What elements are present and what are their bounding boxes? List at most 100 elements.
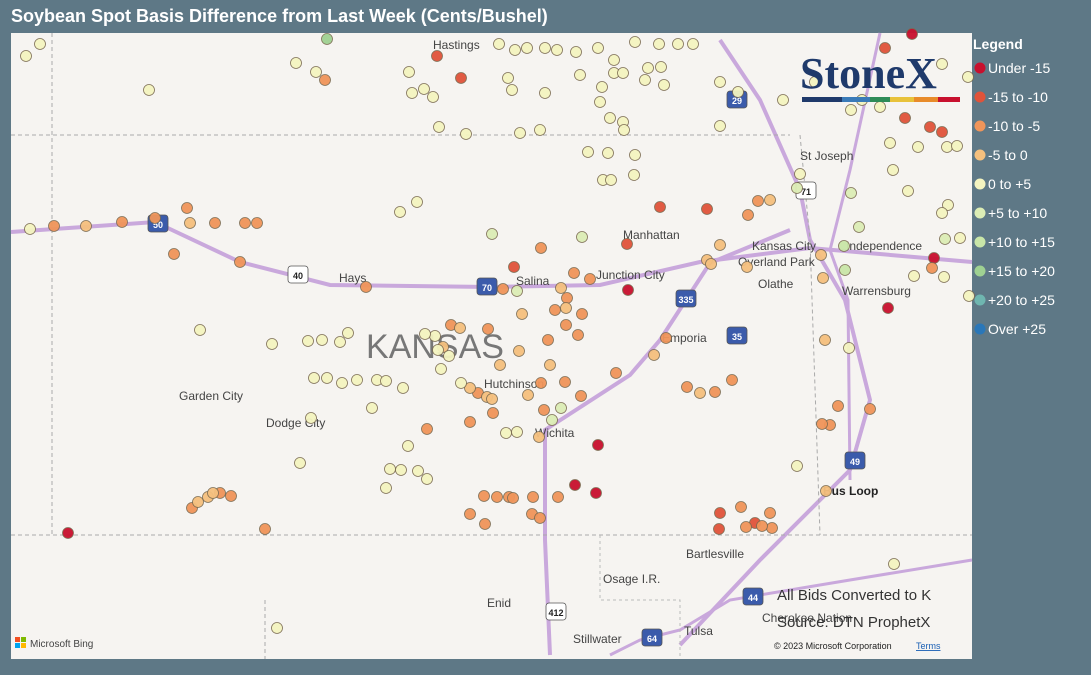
location-dot [509, 44, 521, 56]
location-dot [752, 195, 764, 207]
location-dot [143, 84, 155, 96]
location-dot [694, 387, 706, 399]
terms-link[interactable]: Terms [916, 641, 941, 651]
location-dot [884, 137, 896, 149]
location-dot [435, 363, 447, 375]
location-dot [310, 66, 322, 78]
location-dot [962, 71, 974, 83]
location-dot [777, 94, 789, 106]
location-dot [479, 518, 491, 530]
location-dot [618, 124, 630, 136]
place-label: Tulsa [684, 624, 713, 638]
location-dot [843, 342, 855, 354]
location-dot [513, 345, 525, 357]
location-dot [533, 431, 545, 443]
location-dot [511, 426, 523, 438]
location-dot [874, 101, 886, 113]
location-dot [403, 66, 415, 78]
note: Source: DTN ProphetX [777, 614, 930, 631]
place-label: Overland Park [738, 255, 816, 269]
location-dot [879, 42, 891, 54]
location-dot [714, 76, 726, 88]
highway-number: 412 [548, 608, 563, 618]
location-dot [486, 228, 498, 240]
highway-number: 44 [748, 593, 758, 603]
location-dot [590, 487, 602, 499]
location-dot [621, 238, 633, 250]
location-dot [714, 507, 726, 519]
title: Soybean Spot Basis Difference from Last … [11, 6, 548, 26]
location-dot [576, 308, 588, 320]
location-dot [899, 112, 911, 124]
location-dot [192, 496, 204, 508]
location-dot [709, 386, 721, 398]
location-dot [584, 273, 596, 285]
location-dot [617, 67, 629, 79]
location-dot [882, 302, 894, 314]
highway-number: 64 [647, 634, 657, 644]
highway-shield [726, 326, 748, 345]
location-dot [508, 261, 520, 273]
place-label: Bartlesville [686, 547, 744, 561]
location-dot [535, 377, 547, 389]
location-dot [305, 412, 317, 424]
copyright: © 2023 Microsoft Corporation [774, 641, 892, 651]
location-dot [741, 261, 753, 273]
location-dot [936, 207, 948, 219]
location-dot [629, 149, 641, 161]
legend-swatch [974, 207, 986, 219]
location-dot [494, 359, 506, 371]
location-dot [701, 203, 713, 215]
location-dot [602, 147, 614, 159]
legend-swatch [974, 323, 986, 335]
location-dot [421, 423, 433, 435]
place-label: Cherokee Nation [762, 611, 852, 625]
place-label: Osage I.R. [603, 572, 660, 586]
location-dot [534, 124, 546, 136]
location-dot [342, 327, 354, 339]
location-dot [502, 72, 514, 84]
location-dot [500, 427, 512, 439]
place-label: Garden City [179, 389, 243, 403]
logo: StoneX [800, 49, 937, 98]
location-dot [660, 332, 672, 344]
highway-number: 49 [850, 457, 860, 467]
highway-shield [844, 451, 866, 470]
location-dot [48, 220, 60, 232]
place-label: Bus Loop [823, 484, 878, 498]
location-dot [482, 323, 494, 335]
location-dot [791, 460, 803, 472]
location-dot [522, 389, 534, 401]
location-dot [209, 217, 221, 229]
location-dot [912, 141, 924, 153]
place-label: Warrensburg [842, 284, 911, 298]
location-dot [431, 50, 443, 62]
location-dot [582, 146, 594, 158]
location-dot [560, 302, 572, 314]
logo-bar [802, 97, 960, 102]
legend-label: Over +25 [988, 321, 1046, 337]
legend-swatch [974, 62, 986, 74]
location-dot [592, 42, 604, 54]
location-dot [397, 382, 409, 394]
location-dot [546, 414, 558, 426]
location-dot [845, 104, 857, 116]
location-dot [239, 217, 251, 229]
location-dot [544, 359, 556, 371]
location-dot [380, 482, 392, 494]
location-dot [259, 523, 271, 535]
location-dot [432, 344, 444, 356]
provider: Microsoft Bing [30, 639, 93, 650]
location-dot [681, 381, 693, 393]
place-label: Kansas City [752, 239, 816, 253]
location-dot [514, 127, 526, 139]
location-dot [574, 69, 586, 81]
location-dot [655, 61, 667, 73]
location-dot [791, 182, 803, 194]
location-dot [351, 374, 363, 386]
highway-shield [675, 289, 697, 308]
place-label: Hutchinson [484, 377, 544, 391]
location-dot [575, 390, 587, 402]
location-dot [384, 463, 396, 475]
location-dot [552, 491, 564, 503]
